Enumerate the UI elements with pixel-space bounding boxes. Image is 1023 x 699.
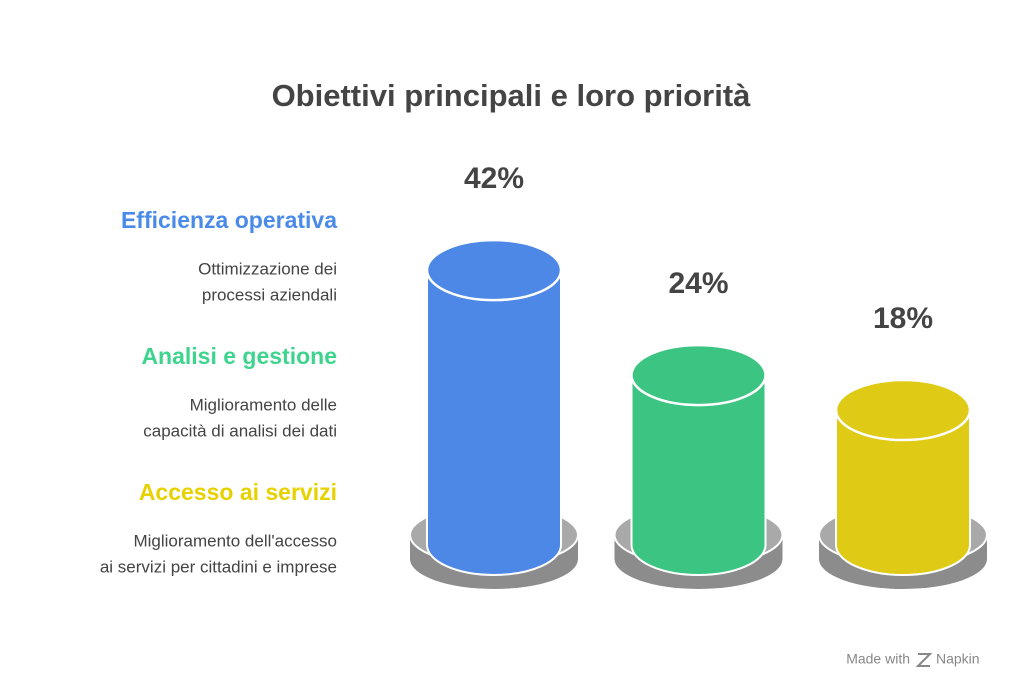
value-label: 18% <box>873 302 933 335</box>
cylinder <box>425 238 563 576</box>
footer: Made with Napkin <box>846 651 980 667</box>
category-description: Miglioramento dell'accesso <box>133 531 337 550</box>
category-description: Miglioramento delle <box>190 395 337 414</box>
category-label: Efficienza operativa <box>121 207 337 233</box>
category-description: ai servizi per cittadini e imprese <box>100 557 337 576</box>
footer-brand: Napkin <box>936 651 980 667</box>
value-label: 24% <box>668 267 728 300</box>
cylinder <box>630 343 767 576</box>
cylinder-top <box>630 343 767 407</box>
category-description: Ottimizzazione dei <box>198 259 337 278</box>
cylinder-body <box>426 269 562 576</box>
category-description: processi aziendali <box>202 285 337 304</box>
value-label: 42% <box>464 162 524 195</box>
napkin-logo <box>915 653 933 667</box>
cylinder-body <box>835 409 971 576</box>
category-label: Accesso ai servizi <box>139 479 337 505</box>
cylinder-top <box>834 378 972 442</box>
category-description: capacità di analisi dei dati <box>143 421 337 440</box>
category-label: Analisi e gestione <box>141 343 337 369</box>
cylinder-top <box>425 238 563 302</box>
footer-prefix: Made with <box>846 651 910 667</box>
chart-title: Obiettivi principali e loro priorità <box>272 78 752 113</box>
cylinder <box>834 378 972 576</box>
cylinder-body <box>630 374 767 576</box>
